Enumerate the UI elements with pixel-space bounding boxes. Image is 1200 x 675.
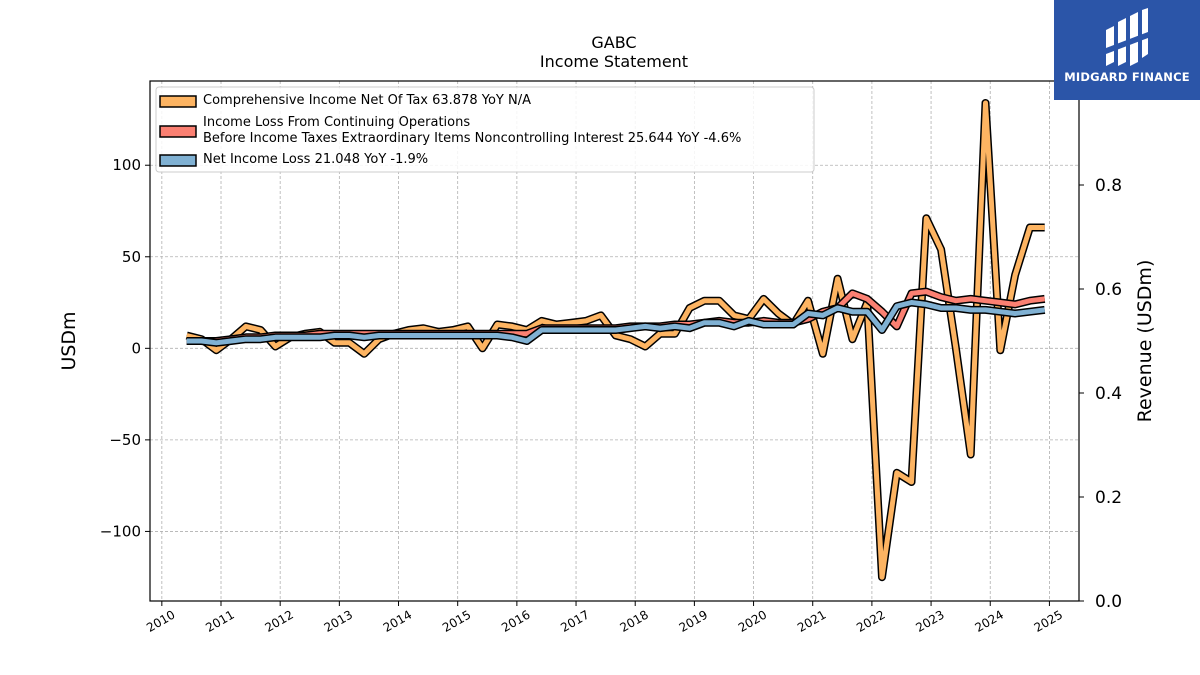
x-tick-label: 2024	[973, 608, 1006, 635]
net_income-series-line	[186, 300, 1046, 346]
y2-tick-label: 0.2	[1095, 488, 1122, 508]
brand-logo: MIDGARD FINANCE	[1054, 0, 1200, 100]
y2-tick-label: 0.6	[1095, 280, 1122, 300]
y-tick-label: 0	[131, 339, 141, 357]
x-tick-label: 2011	[203, 608, 236, 635]
x-tick-label: 2012	[262, 608, 295, 635]
y-tick-label: −100	[100, 522, 141, 540]
x-tick-label: 2021	[795, 608, 828, 635]
x-tick-label: 2018	[617, 608, 650, 635]
continuing-legend-label: Income Loss From Continuing Operations	[203, 115, 470, 130]
y-tick-label: 100	[112, 156, 141, 174]
comprehensive-legend-label: Comprehensive Income Net Of Tax 63.878 Y…	[203, 93, 531, 108]
chart-title: GABC	[591, 33, 636, 52]
y-tick-label: −50	[109, 431, 141, 449]
x-tick-label: 2014	[381, 608, 414, 635]
x-tick-label: 2016	[499, 608, 532, 635]
x-tick-label: 2025	[1032, 608, 1065, 635]
y2-tick-label: 0.8	[1095, 176, 1122, 196]
y-axis-label: USDm	[58, 311, 80, 370]
y2-tick-label: 0.4	[1095, 384, 1122, 404]
x-tick-label: 2023	[913, 608, 946, 635]
legend-box	[155, 86, 815, 173]
y2-tick-label: 0.0	[1095, 592, 1122, 612]
legend: Comprehensive Income Net Of Tax 63.878 Y…	[155, 86, 815, 173]
comprehensive-legend-swatch	[159, 95, 197, 108]
x-tick-label: 2013	[322, 608, 355, 635]
x-tick-label: 2022	[854, 608, 887, 635]
x-tick-label: 2020	[736, 608, 769, 635]
x-tick-label: 2017	[558, 608, 591, 635]
midgard-logo-icon	[1106, 8, 1148, 66]
x-tick-label: 2010	[144, 608, 177, 635]
continuing-legend-label: Before Income Taxes Extraordinary Items …	[203, 131, 741, 146]
chart-subtitle: Income Statement	[540, 52, 688, 71]
continuing-legend-swatch	[159, 125, 197, 138]
axes: 2010 2011 2012 2013 2014 2015 2016 2017 2018 2019…	[100, 156, 1122, 635]
y-tick-label: 50	[122, 248, 141, 266]
net_income-legend-swatch	[159, 154, 197, 167]
series-layer	[185, 99, 1046, 582]
net_income-legend-label: Net Income Loss 21.048 YoY -1.9%	[203, 152, 428, 167]
x-tick-label: 2015	[440, 608, 473, 635]
brand-name: MIDGARD FINANCE	[1064, 70, 1190, 84]
y2-axis-label: Revenue (USDm)	[1134, 260, 1156, 423]
plot-frame	[149, 80, 1080, 602]
x-tick-label: 2019	[677, 608, 710, 635]
